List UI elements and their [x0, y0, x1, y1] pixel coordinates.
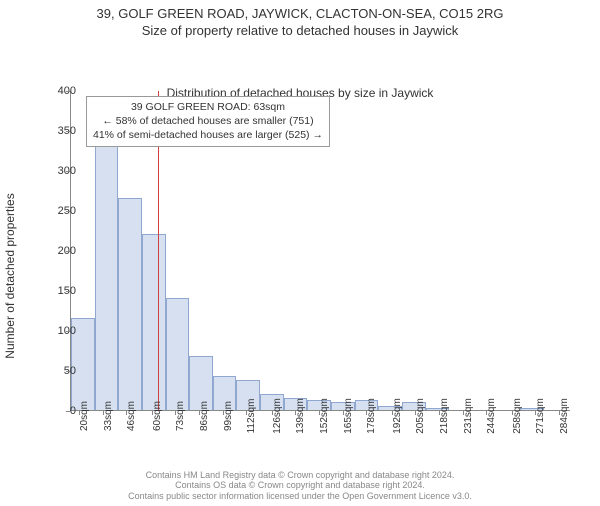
annotation-box: 39 GOLF GREEN ROAD: 63sqm ← 58% of detac…: [86, 96, 330, 147]
x-tick: [152, 411, 153, 415]
x-tick: [103, 411, 104, 415]
x-tick-label: 139sqm: [295, 398, 306, 434]
x-tick-label: 126sqm: [272, 398, 283, 434]
x-tick-label: 244sqm: [486, 398, 497, 434]
x-tick-label: 60sqm: [152, 401, 163, 431]
x-tick-label: 73sqm: [175, 401, 186, 431]
x-tick-label: 20sqm: [79, 401, 90, 431]
x-tick: [223, 411, 224, 415]
x-tick: [392, 411, 393, 415]
x-tick-label: 46sqm: [126, 401, 137, 431]
footer: Contains HM Land Registry data © Crown c…: [0, 470, 600, 502]
x-tick: [319, 411, 320, 415]
x-tick-label: 112sqm: [246, 399, 257, 434]
y-tick: [66, 371, 70, 372]
x-tick: [463, 411, 464, 415]
x-tick: [415, 411, 416, 415]
y-tick: [66, 171, 70, 172]
x-tick: [175, 411, 176, 415]
histogram-bar: [118, 198, 142, 410]
y-tick: [66, 331, 70, 332]
x-tick: [512, 411, 513, 415]
footer-line3: Contains public sector information licen…: [0, 491, 600, 502]
y-tick: [66, 251, 70, 252]
y-tick: [66, 291, 70, 292]
y-tick: [66, 211, 70, 212]
x-tick: [486, 411, 487, 415]
x-tick-label: 165sqm: [343, 398, 354, 434]
x-tick: [199, 411, 200, 415]
x-tick-label: 218sqm: [439, 398, 450, 434]
y-tick: [66, 91, 70, 92]
x-tick-label: 86sqm: [199, 401, 210, 431]
x-tick-label: 192sqm: [392, 398, 403, 434]
x-tick: [366, 411, 367, 415]
x-tick: [295, 411, 296, 415]
annotation-line2: ← 58% of detached houses are smaller (75…: [93, 114, 323, 128]
x-tick: [246, 411, 247, 415]
x-tick-label: 99sqm: [223, 401, 234, 431]
histogram-bar: [95, 144, 119, 410]
footer-line2: Contains OS data © Crown copyright and d…: [0, 480, 600, 491]
y-axis-label: Number of detached properties: [3, 193, 17, 358]
x-tick: [439, 411, 440, 415]
footer-line1: Contains HM Land Registry data © Crown c…: [0, 470, 600, 481]
x-tick: [272, 411, 273, 415]
x-tick-label: 284sqm: [559, 398, 570, 434]
y-tick-label: 0: [70, 405, 76, 417]
x-tick: [559, 411, 560, 415]
x-tick-label: 271sqm: [535, 398, 546, 434]
x-tick: [126, 411, 127, 415]
histogram-bar: [142, 234, 166, 410]
chart-container: Number of detached properties 0501001502…: [20, 86, 580, 466]
x-tick-label: 205sqm: [415, 398, 426, 434]
x-tick-label: 258sqm: [512, 398, 523, 434]
y-tick: [66, 131, 70, 132]
title-address: 39, GOLF GREEN ROAD, JAYWICK, CLACTON-ON…: [0, 6, 600, 21]
x-tick-label: 152sqm: [319, 398, 330, 434]
annotation-line3: 41% of semi-detached houses are larger (…: [93, 128, 323, 142]
x-tick: [535, 411, 536, 415]
histogram-bar: [166, 298, 190, 410]
title-subtitle: Size of property relative to detached ho…: [0, 23, 600, 38]
x-tick-label: 178sqm: [366, 398, 377, 434]
annotation-line1: 39 GOLF GREEN ROAD: 63sqm: [93, 100, 323, 114]
x-tick-label: 33sqm: [103, 401, 114, 431]
y-tick: [66, 411, 70, 412]
x-tick: [79, 411, 80, 415]
x-tick-label: 231sqm: [463, 398, 474, 434]
x-tick: [343, 411, 344, 415]
